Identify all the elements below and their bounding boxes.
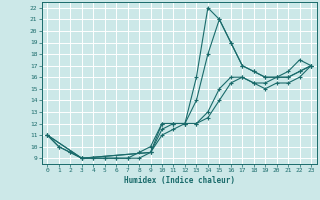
X-axis label: Humidex (Indice chaleur): Humidex (Indice chaleur) [124,176,235,185]
